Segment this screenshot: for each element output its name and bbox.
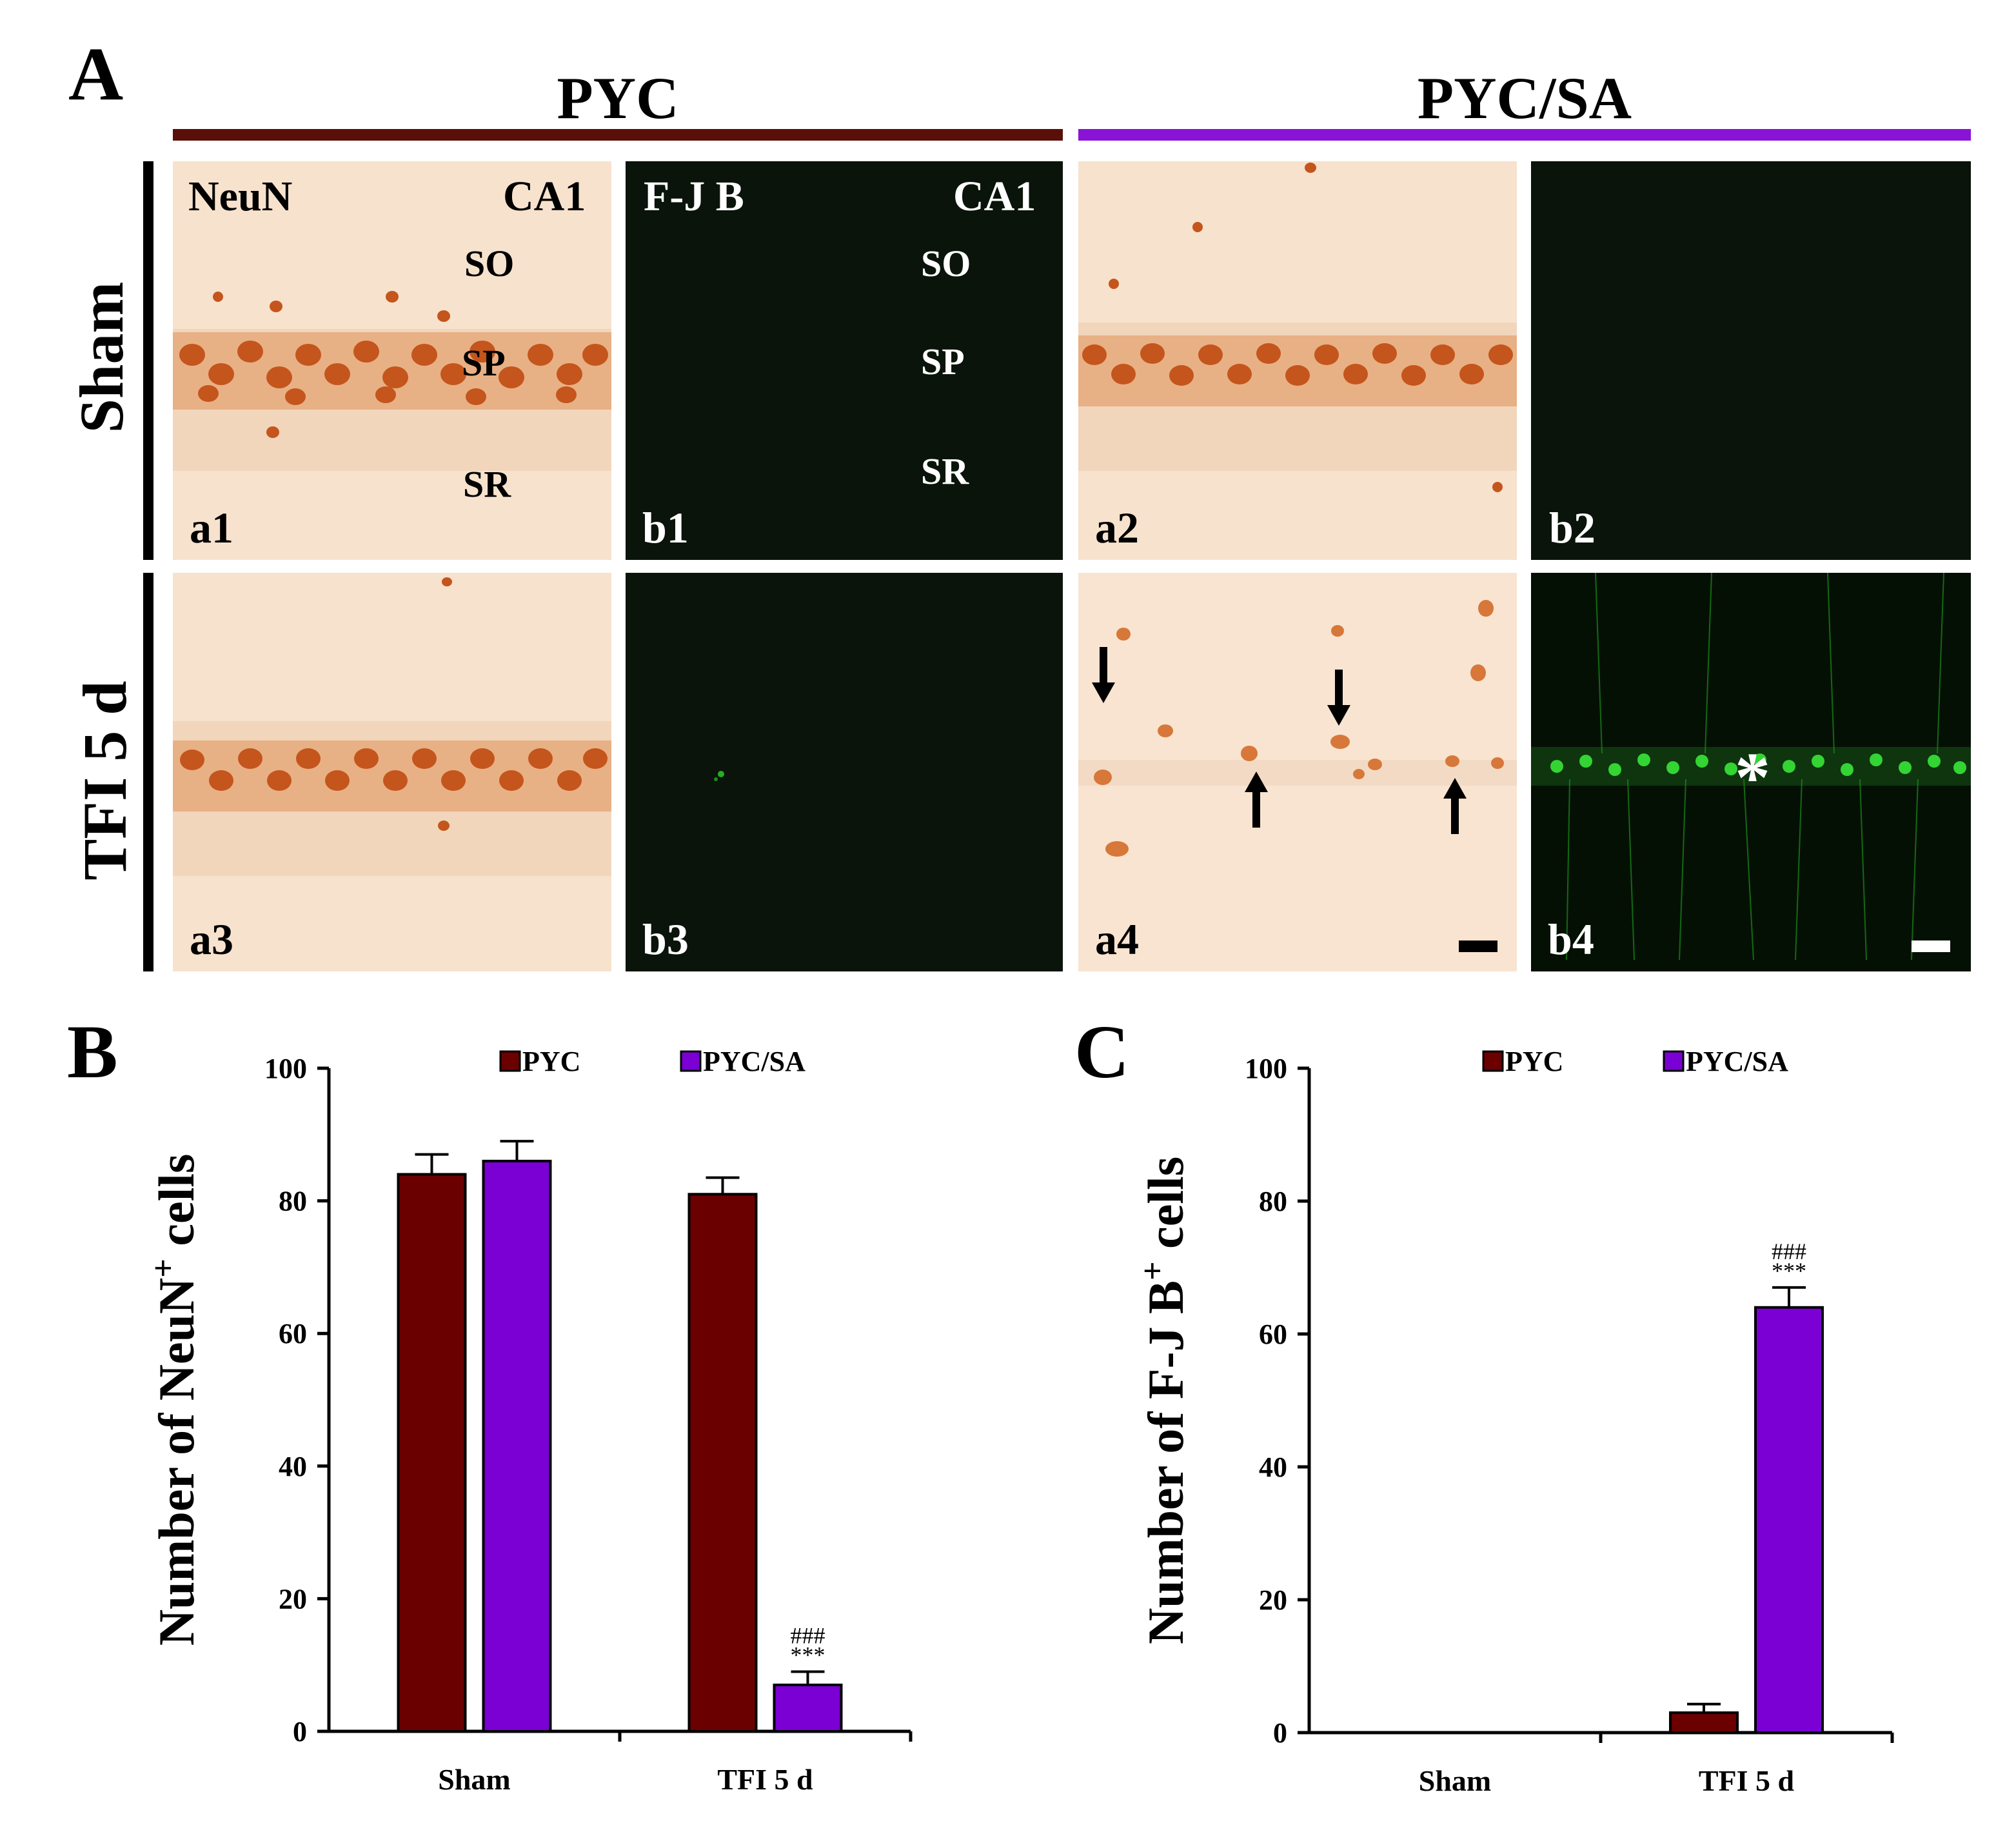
y-axis-label-suffix: cells bbox=[1138, 1157, 1194, 1261]
y-tick-label: 80 bbox=[279, 1186, 307, 1217]
image-id-b2: b2 bbox=[1549, 503, 1596, 552]
y-axis-label: Number of NeuN+ cells bbox=[145, 1154, 204, 1646]
legend-label: PYC bbox=[1505, 1046, 1563, 1077]
micrograph-a3 bbox=[173, 573, 611, 971]
fjb-signal-b3 bbox=[714, 771, 724, 781]
row-label-sham: Sham bbox=[67, 281, 136, 433]
fjb-signal-b4 bbox=[1531, 573, 1971, 960]
neun-tissue-a2 bbox=[1078, 163, 1517, 492]
y-tick-label: 80 bbox=[1259, 1186, 1287, 1217]
y-tick-label: 0 bbox=[293, 1716, 307, 1747]
panel-letter-a: A bbox=[68, 32, 124, 116]
bar-pyc-sa bbox=[773, 1684, 843, 1733]
bar-pyc bbox=[687, 1193, 758, 1733]
legend-label: PYC/SA bbox=[1686, 1046, 1788, 1077]
legend-label: PYC/SA bbox=[703, 1046, 805, 1077]
neun-tissue-a3 bbox=[173, 577, 611, 876]
panel-letter-b: B bbox=[67, 1010, 118, 1094]
panel-letter-c: C bbox=[1074, 1010, 1130, 1094]
image-id-a2: a2 bbox=[1095, 503, 1139, 552]
image-id-a3: a3 bbox=[190, 915, 233, 964]
asterisk-marker: * bbox=[1735, 738, 1770, 817]
group-title-pyc-sa: PYC/SA bbox=[1417, 65, 1632, 131]
legend-label: PYC bbox=[522, 1046, 580, 1077]
significance-marker: *** bbox=[791, 1642, 825, 1667]
y-tick-label: 20 bbox=[1259, 1584, 1287, 1616]
y-axis-label: Number of F-J B+ cells bbox=[1134, 1157, 1194, 1644]
legend-swatch bbox=[680, 1050, 702, 1072]
y-tick-label: 60 bbox=[1259, 1318, 1287, 1350]
y-tick-label: 40 bbox=[279, 1451, 307, 1482]
bar-pyc-sa bbox=[1754, 1306, 1824, 1734]
micrograph-a2 bbox=[1078, 161, 1517, 560]
arrow-icons bbox=[1092, 647, 1467, 834]
dendrite-strands bbox=[1566, 573, 1944, 960]
scale-bar bbox=[1912, 940, 1950, 952]
chart-c: 0 20 40 60 80 100 Sham TFI 5 d ###*** PYC PYC/SA Nu… bbox=[1134, 1046, 1894, 1797]
surviving-neurons bbox=[1094, 600, 1504, 857]
neuron-cluster bbox=[179, 291, 608, 438]
y-tick-label: 20 bbox=[279, 1583, 307, 1615]
y-axis-label-main: Number of F-J B bbox=[1138, 1280, 1194, 1644]
region-label-b1: CA1 bbox=[953, 173, 1036, 220]
stain-label-b1: F-J B bbox=[644, 173, 744, 220]
row-bar-sham bbox=[143, 161, 153, 560]
region-label-a1: CA1 bbox=[503, 173, 586, 220]
image-id-b1: b1 bbox=[642, 503, 689, 552]
y-tick-label: 100 bbox=[264, 1053, 307, 1084]
layer-so-b1: SO bbox=[921, 243, 971, 284]
stain-label-a1: NeuN bbox=[188, 173, 293, 220]
y-axis-label-sup: + bbox=[145, 1259, 182, 1278]
degenerating-neurons bbox=[1550, 753, 1966, 776]
significance-marker: ### bbox=[791, 1622, 825, 1648]
y-tick-label: 0 bbox=[1273, 1717, 1287, 1749]
y-axis-label-suffix: cells bbox=[148, 1154, 204, 1259]
x-tick-label: TFI 5 d bbox=[1699, 1764, 1795, 1797]
legend-swatch bbox=[1663, 1050, 1685, 1072]
micrograph-a1 bbox=[173, 161, 611, 560]
y-tick-label: 60 bbox=[279, 1318, 307, 1349]
micrograph-b2 bbox=[1531, 161, 1971, 560]
image-id-b4: b4 bbox=[1548, 915, 1594, 964]
scale-bar bbox=[1459, 940, 1497, 952]
neuron-cluster bbox=[180, 577, 608, 831]
group-bar-pyc-sa bbox=[1078, 129, 1971, 141]
y-tick-label: 40 bbox=[1259, 1451, 1287, 1483]
image-id-a4: a4 bbox=[1095, 915, 1139, 964]
row-label-tfi: TFI 5 d bbox=[70, 681, 139, 881]
y-axis-label-main: Number of NeuN bbox=[148, 1278, 204, 1646]
x-tick-label: Sham bbox=[438, 1763, 510, 1796]
row-bar-tfi bbox=[143, 573, 153, 971]
micrograph-b3 bbox=[626, 573, 1063, 971]
neuron-cluster bbox=[1082, 163, 1513, 492]
significance-marker: ### bbox=[1772, 1239, 1806, 1264]
significance-marker: *** bbox=[1772, 1258, 1806, 1284]
bar-pyc bbox=[397, 1173, 467, 1733]
bar-pyc bbox=[1669, 1711, 1739, 1734]
x-tick-label: TFI 5 d bbox=[717, 1763, 813, 1796]
micrograph-b4 bbox=[1531, 573, 1971, 971]
bar-pyc-sa bbox=[482, 1159, 552, 1733]
micrograph-a4 bbox=[1078, 573, 1517, 971]
chart-b: 0 20 40 60 80 100 Sham TFI 5 d ###*** PYC PYC/SA Nu… bbox=[145, 1046, 913, 1796]
group-title-pyc: PYC bbox=[557, 65, 679, 131]
legend-swatch bbox=[499, 1050, 521, 1072]
x-tick-label: Sham bbox=[1419, 1764, 1491, 1797]
y-tick-label: 100 bbox=[1245, 1053, 1287, 1084]
y-axis-label-sup: + bbox=[1134, 1261, 1171, 1280]
micrograph-b1 bbox=[626, 161, 1063, 560]
image-id-a1: a1 bbox=[190, 503, 233, 552]
layer-so-a1: SO bbox=[464, 243, 515, 284]
group-bar-pyc bbox=[173, 129, 1063, 141]
image-id-b3: b3 bbox=[642, 915, 689, 964]
layer-sp-b1: SP bbox=[921, 341, 965, 383]
layer-sr-b1: SR bbox=[921, 450, 969, 492]
neun-tissue-a1 bbox=[173, 291, 611, 471]
layer-sp-a1: SP bbox=[462, 342, 506, 384]
neun-tissue-a4 bbox=[1078, 600, 1517, 952]
legend-swatch bbox=[1482, 1050, 1504, 1072]
layer-sr-a1: SR bbox=[463, 463, 511, 505]
